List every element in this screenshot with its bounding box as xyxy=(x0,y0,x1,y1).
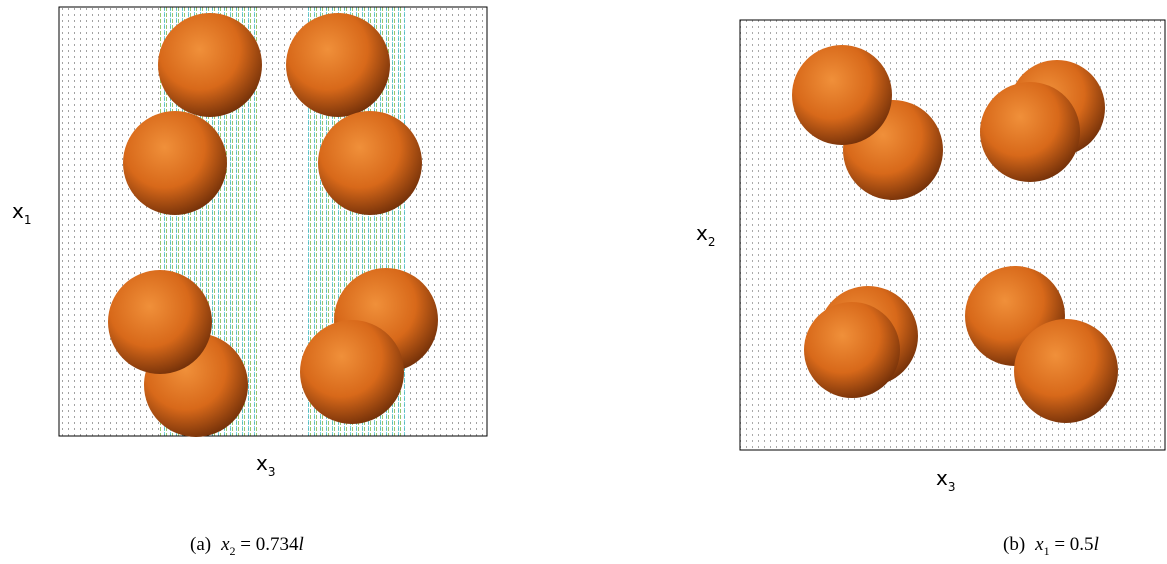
sphere xyxy=(318,111,422,215)
sphere xyxy=(792,45,892,145)
sphere xyxy=(1014,319,1118,423)
y-axis-label: x2 xyxy=(696,221,715,249)
spheres xyxy=(108,13,438,437)
sphere xyxy=(123,111,227,215)
spheres xyxy=(792,45,1118,423)
sphere xyxy=(804,302,900,398)
caption: (a) x2 = 0.734l xyxy=(190,534,304,558)
frame xyxy=(739,19,1166,451)
sphere xyxy=(158,13,262,117)
sphere xyxy=(108,270,212,374)
panel-b: x2 x3 (b) x1 = 0.5l xyxy=(696,19,1166,558)
sphere xyxy=(300,320,404,424)
caption: (b) x1 = 0.5l xyxy=(1003,534,1099,558)
sphere xyxy=(286,13,390,117)
sphere xyxy=(980,82,1080,182)
x-axis-label: x3 xyxy=(256,451,275,479)
vector-field xyxy=(59,7,487,436)
panel-a: x1 x3 (a) x2 = 0.734l xyxy=(12,6,488,558)
x-axis-label: x3 xyxy=(936,466,955,494)
frame xyxy=(58,6,488,437)
y-axis-label: x1 xyxy=(12,199,31,227)
